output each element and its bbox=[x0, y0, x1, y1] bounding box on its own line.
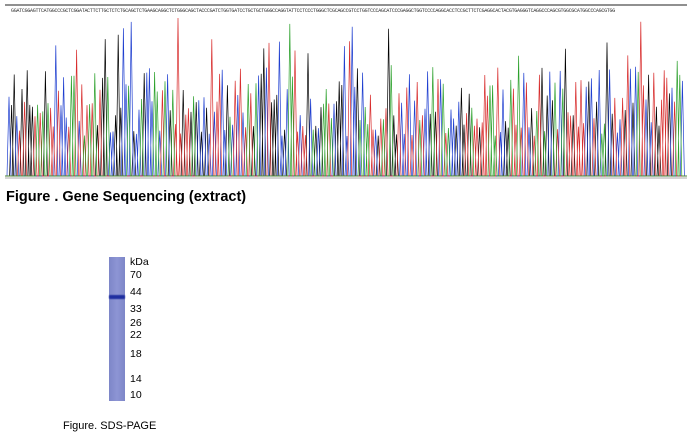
gel-marker-26: 26 bbox=[130, 317, 142, 329]
sequencing-caption: Figure . Gene Sequencing (extract) bbox=[6, 189, 247, 205]
gel-marker-33: 33 bbox=[130, 303, 142, 315]
chromatogram-trace-3 bbox=[5, 23, 687, 177]
chromatogram-trace-1 bbox=[5, 21, 687, 177]
gel-marker-10: 10 bbox=[130, 389, 142, 401]
gel-marker-22: 22 bbox=[130, 329, 142, 341]
gel-marker-18: 18 bbox=[130, 348, 142, 360]
sequencing-chromatogram: GGATCGGAGTTCATGGCCCGCTCGGATACTTCTTGCTCTC… bbox=[5, 2, 687, 180]
chromatogram-trace-2 bbox=[5, 17, 687, 177]
gel-caption: Figure. SDS-PAGE bbox=[63, 420, 157, 432]
gel-unit-label: kDa bbox=[130, 256, 149, 268]
gel-protein-band bbox=[109, 295, 125, 299]
gel-marker-70: 70 bbox=[130, 269, 142, 281]
chromatogram-traces bbox=[5, 4, 687, 179]
gel-lane bbox=[109, 257, 125, 401]
sequence-readout: GGATCGGAGTTCATGGCCCGCTCGGATACTTCTTGCTCTC… bbox=[11, 8, 615, 14]
gel-marker-44: 44 bbox=[130, 286, 142, 298]
gel-marker-14: 14 bbox=[130, 373, 142, 385]
